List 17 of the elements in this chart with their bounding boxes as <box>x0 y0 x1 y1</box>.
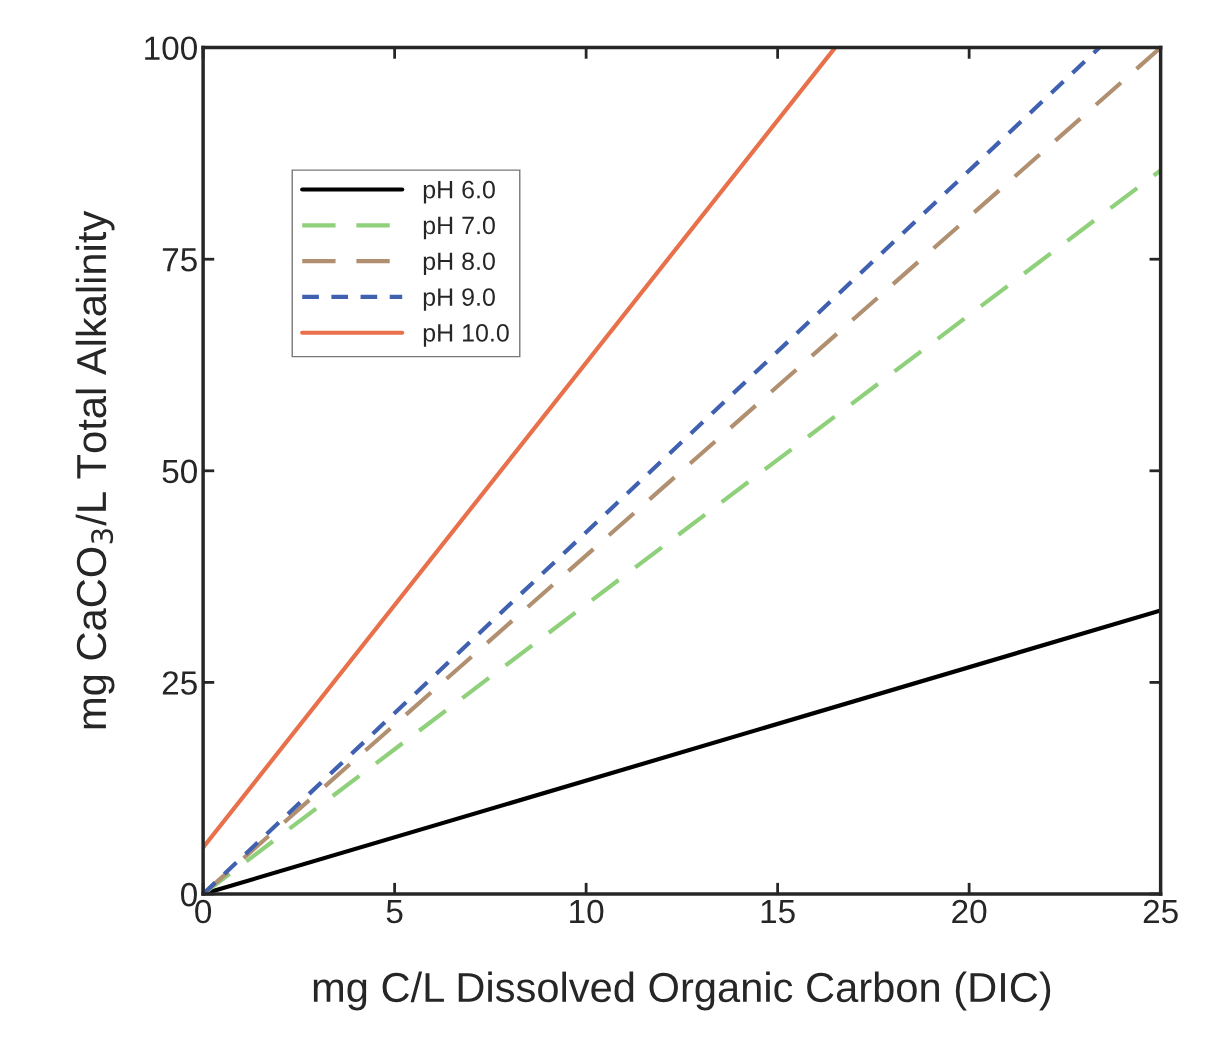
legend-label: pH 6.0 <box>423 180 495 204</box>
legend-label: pH 8.0 <box>423 252 495 276</box>
y-tick-label: 75 <box>162 248 197 272</box>
x-tick-label: 15 <box>761 900 795 924</box>
x-tick-label: 25 <box>1143 899 1178 924</box>
y-tick-label: 25 <box>162 671 197 695</box>
y-tick-label: 100 <box>145 36 197 61</box>
x-tick-label: 10 <box>570 899 604 924</box>
x-axis-title: mg C/L Dissolved Organic Carbon (DIC) <box>313 971 1051 1011</box>
y-tick-label: 50 <box>162 459 197 484</box>
y-tick-label: 0 <box>181 882 197 907</box>
legend-label: pH 10.0 <box>423 324 509 347</box>
legend-label: pH 7.0 <box>423 216 495 240</box>
y-axis-title: mg CaCO$_{3}$/L Total Alkalinity <box>75 210 115 729</box>
x-tick-label: 20 <box>952 899 987 924</box>
x-tick-label: 5 <box>386 900 403 924</box>
legend-label: pH 9.0 <box>423 288 495 311</box>
